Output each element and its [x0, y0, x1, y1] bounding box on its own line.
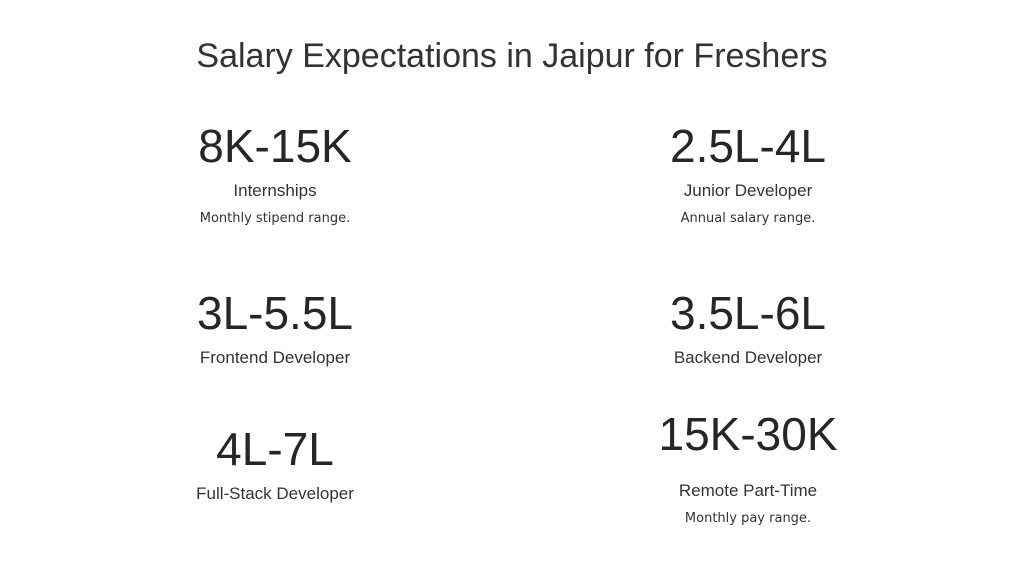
stat-value: 4L-7L — [216, 423, 334, 475]
stat-value: 8K-15K — [198, 120, 352, 172]
stat-value: 3L-5.5L — [196, 287, 353, 339]
stat-label: Internships — [233, 181, 317, 200]
stat-description: Monthly stipend range. — [199, 211, 351, 226]
stat-description: Monthly pay range. — [684, 511, 812, 526]
stat-value: 3.5L-6L — [669, 287, 826, 339]
stat-card-frontend-developer: 3L-5.5L Frontend Developer — [95, 287, 455, 369]
stat-label: Remote Part-Time — [678, 481, 818, 500]
stat-card-junior-developer: 2.5L-4L Junior Developer Annual salary r… — [568, 120, 928, 228]
stat-label: Frontend Developer — [199, 348, 351, 367]
stat-description: Annual salary range. — [680, 211, 816, 226]
stat-card-internships: 8K-15K Internships Monthly stipend range… — [95, 120, 455, 228]
stat-value: 2.5L-4L — [669, 120, 826, 172]
stat-value: 15K-30K — [658, 408, 838, 460]
stat-label: Full-Stack Developer — [196, 484, 354, 503]
stat-label: Backend Developer — [673, 348, 823, 367]
stat-card-remote-part-time: 15K-30K Remote Part-Time Monthly pay ran… — [568, 408, 928, 528]
stat-card-full-stack-developer: 4L-7L Full-Stack Developer — [95, 423, 455, 505]
page-title: Salary Expectations in Jaipur for Freshe… — [196, 37, 828, 75]
stat-label: Junior Developer — [683, 181, 813, 200]
stat-card-backend-developer: 3.5L-6L Backend Developer — [568, 287, 928, 369]
